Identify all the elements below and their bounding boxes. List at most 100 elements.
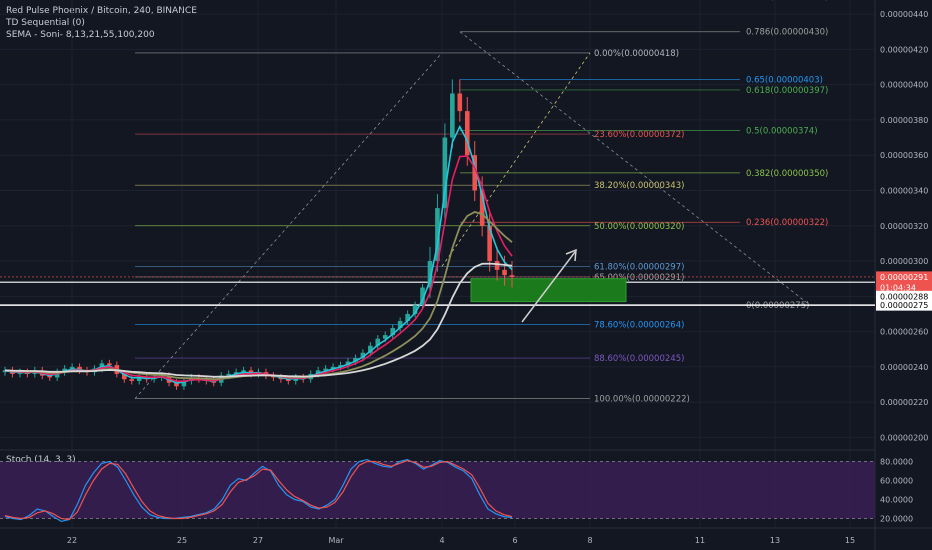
candle-body [181,380,187,387]
fib-extension-label: 0.618(0.00000397) [746,86,828,96]
candle-body [286,379,291,381]
time-axis-tick: 25 [177,536,187,545]
stoch-axis-tick: 80.0000 [880,458,913,467]
candle-body [479,190,485,226]
indicator-td-sequential[interactable]: TD Sequential (0) [6,18,85,28]
candle-body [360,352,366,359]
price-axis-tick: 0.00000260 [880,328,928,337]
line-price-tag: 0.00000288 [880,292,928,301]
candle-body [315,370,321,374]
candle-body [472,155,478,191]
stoch-band [0,461,875,519]
fib-extension-label: 0.382(0.00000350) [746,169,828,179]
fib-retracement-label: 88.60%(0.00000245) [594,354,684,364]
candle-body [345,361,351,366]
price-axis-tick: 0.00000360 [880,151,928,160]
price-axis-tick: 0.00000220 [880,398,928,407]
fib-extension-label: 0.5(0.00000374) [746,127,818,137]
trend-line-dashed [459,31,811,306]
price-axis-tick: 0.00000200 [880,433,928,442]
candle-body [420,287,425,306]
candle-body [412,305,418,314]
price-axis-tick: 0.00000380 [880,116,928,125]
fib-retracement-label: 0.00%(0.00000418) [594,49,679,59]
price-axis-tick: 0.00000300 [880,257,928,266]
indicator-sema[interactable]: SEMA - Soni- 8,13,21,55,100,200 [6,30,155,40]
candle-body [233,372,239,374]
countdown-tag: 01:04:34 [880,283,916,292]
candle-body [450,93,455,138]
candle-body [390,328,396,336]
candle-body [464,111,470,156]
candle-body [323,368,328,371]
candle-body [330,366,336,369]
ema-long-line [4,262,513,378]
fib-retracement-label: 65.00%(0.00000291) [594,273,684,283]
fib-extension-label: 0.236(0.00000322) [746,218,828,228]
fib-extension-label: 0.786(0.00000430) [746,28,828,38]
stoch-axis-tick: 40.0000 [880,496,913,505]
projection-arrow [521,251,576,323]
candle-body [502,269,507,276]
time-axis-tick: 11 [695,536,705,545]
time-axis-tick: 4 [439,536,444,545]
countdown-tag-bg [876,281,932,293]
candle-body [494,261,500,270]
line-price-tag: 0.00000275 [880,301,928,310]
fib-extension-label: 0(0.00000275) [746,301,809,311]
last-price-tag-bg [876,271,932,283]
fib-retracement-label: 23.60%(0.00000372) [594,130,684,140]
candle-body [47,375,53,378]
time-axis-tick: 22 [67,536,77,545]
candle-body [226,373,231,376]
fib-extension-label: 0.886(0.00000450) [746,0,828,2]
trend-line-dashed [134,52,443,399]
candle-body [278,377,284,380]
candle-body [241,370,246,373]
target-zone [470,278,627,303]
time-axis-tick: 27 [253,536,263,545]
price-axis-tick: 0.00000440 [880,10,928,19]
fib-retracement-label: 100.00%(0.00000222) [594,395,690,405]
stoch-label[interactable]: Stoch (14, 3, 3) [6,455,76,465]
candle-body [457,93,463,112]
candle-body [487,225,492,262]
price-axis-tick: 0.00000400 [880,81,928,90]
candle-body [77,366,82,371]
line-price-tag-bg [876,290,932,302]
candle-body [353,358,358,362]
projection-arrow-head [565,248,577,262]
stoch-axis-tick: 60.0000 [880,477,913,486]
candle-body [427,261,433,288]
candle-body [338,365,343,367]
candle-body [136,377,142,381]
last-price-tag: 0.00000291 [880,273,928,282]
fib-retracement-label: 78.60%(0.00000264) [594,321,684,331]
candle-body [293,377,299,381]
fib-retracement-label: 61.80%(0.00000297) [594,262,684,272]
candle-body [375,338,381,346]
candle-body [509,275,515,277]
price-axis-tick: 0.00000320 [880,222,928,231]
time-axis-tick: 8 [587,536,592,545]
candle-body [129,379,135,381]
candle-body [442,137,448,209]
candle-body [368,345,373,353]
candle-body [435,208,440,262]
price-axis-tick: 0.00000420 [880,45,928,54]
candle-body [54,372,60,378]
fib-retracement-label: 50.00%(0.00000320) [594,222,684,232]
time-axis-tick: Mar [328,536,344,545]
candle-body [405,313,410,322]
candle-body [248,370,254,374]
stoch-d-line [4,459,513,521]
time-axis-tick: 6 [512,536,517,545]
candle-body [174,382,179,387]
fib-retracement-label: 38.20%(0.00000343) [594,181,684,191]
price-axis-tick: 0.00000340 [880,186,928,195]
fib-extension-label: 0.65(0.00000403) [746,75,823,85]
candle-body [107,363,112,366]
chart-title: Red Pulse Phoenix / Bitcoin, 240, BINANC… [6,6,197,16]
stoch-axis-tick: 20.0000 [880,515,913,524]
